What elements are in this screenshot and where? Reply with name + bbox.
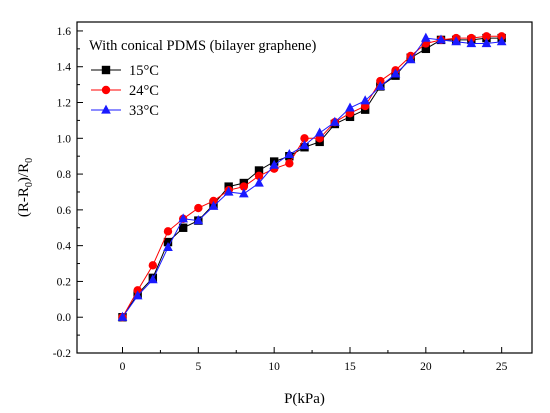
data-point	[496, 36, 507, 46]
data-point	[481, 38, 492, 48]
data-point	[284, 148, 295, 159]
data-point	[254, 166, 264, 175]
series-line	[122, 37, 502, 318]
y-axis-title: (R-R0)/R0	[16, 158, 35, 217]
legend-item: 33°C	[91, 103, 159, 119]
y-tick-label: 1.0	[57, 133, 72, 145]
data-point	[223, 186, 234, 196]
legend-label: 24°C	[129, 83, 159, 99]
x-tick-label: 0	[120, 361, 126, 373]
data-point	[330, 116, 340, 126]
y-axis-title-part: )/R	[16, 163, 32, 182]
data-point	[360, 95, 370, 105]
y-axis-title-part: (R-R	[16, 187, 32, 217]
y-tick-label: -0.2	[53, 348, 71, 360]
data-point	[421, 32, 431, 42]
y-tick-label: 1.6	[57, 26, 72, 38]
data-point	[193, 215, 204, 225]
data-point	[405, 54, 416, 64]
data-point	[375, 80, 386, 91]
legend-title: With conical PDMS (bilayer graphene)	[89, 38, 316, 54]
data-point	[194, 203, 203, 213]
data-point	[314, 127, 325, 137]
data-point	[178, 223, 188, 232]
y-axis-title-subscript: 0	[24, 182, 35, 187]
data-point	[178, 213, 188, 223]
x-axis-title: P(kPa)	[284, 391, 325, 407]
series-circle	[118, 32, 506, 322]
y-tick-label: 0.2	[57, 276, 72, 288]
data-point	[436, 34, 446, 44]
y-tick-label: 0.6	[57, 205, 72, 217]
data-point	[148, 261, 158, 270]
data-point	[300, 134, 309, 143]
legend-marker	[101, 65, 111, 75]
data-point	[390, 68, 401, 78]
legend-item: 15°C	[91, 63, 159, 79]
data-point	[208, 200, 219, 210]
x-tick-label: 25	[496, 361, 508, 373]
legend-marker	[101, 104, 111, 114]
legend-label: 15°C	[129, 63, 159, 79]
data-point	[148, 274, 158, 284]
data-point	[254, 171, 264, 181]
y-tick-label: 0.0	[57, 312, 72, 324]
data-point	[421, 44, 431, 54]
data-point	[163, 242, 173, 252]
y-tick-label: 1.4	[57, 62, 72, 74]
data-point	[466, 38, 477, 48]
data-point	[254, 177, 264, 187]
series-square	[118, 33, 506, 322]
y-tick-label: 1.2	[57, 98, 72, 110]
legend-marker	[101, 85, 111, 95]
data-point	[451, 36, 461, 46]
plot-frame	[76, 21, 533, 354]
x-tick-label: 10	[268, 361, 280, 373]
data-point	[239, 182, 249, 191]
series-layer	[117, 32, 507, 322]
data-point	[299, 140, 310, 150]
y-axis-title-subscript: 0	[24, 158, 35, 163]
series-line	[122, 37, 502, 318]
legend: With conical PDMS (bilayer graphene) 15°C…	[89, 38, 316, 119]
series-triangle	[117, 32, 507, 321]
data-point	[345, 102, 355, 112]
data-point	[117, 311, 128, 321]
data-point	[163, 227, 173, 236]
legend-label: 33°C	[129, 103, 159, 119]
data-point	[482, 32, 491, 41]
data-point	[132, 290, 143, 300]
data-point	[269, 159, 279, 169]
legend-item: 24°C	[91, 83, 159, 99]
data-point	[285, 159, 294, 168]
axes: 0 5 10 15 20 25 -0.2 0.0 0.2 0.4 0.6 0.8 1.0 1.2 1.4 1.…	[16, 21, 533, 407]
x-tick-label: 20	[420, 361, 432, 373]
series-line	[122, 35, 502, 318]
y-tick-label: 0.8	[57, 169, 72, 181]
x-tick-label: 5	[195, 361, 201, 373]
x-tick-label: 15	[344, 361, 356, 373]
y-tick-label: 0.4	[57, 241, 72, 253]
data-point	[239, 188, 249, 198]
